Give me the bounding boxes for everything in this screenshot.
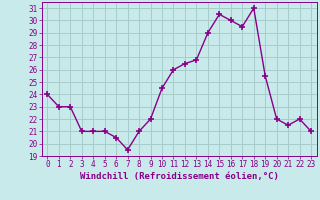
- X-axis label: Windchill (Refroidissement éolien,°C): Windchill (Refroidissement éolien,°C): [80, 172, 279, 181]
